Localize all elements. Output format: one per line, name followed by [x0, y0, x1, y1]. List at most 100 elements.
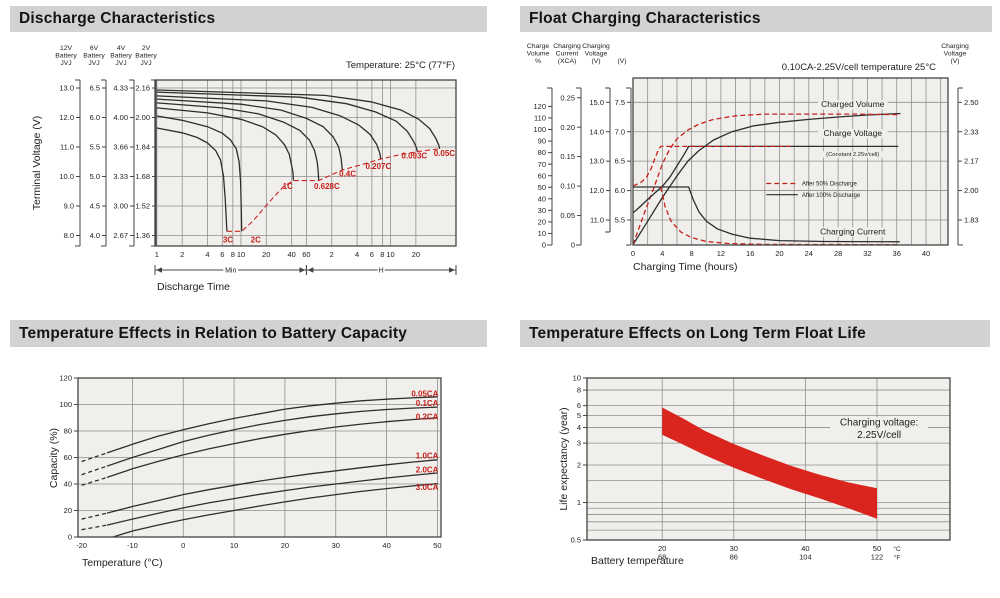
svg-text:JVJ: JVJ	[115, 60, 126, 67]
svg-text:JVJ: JVJ	[140, 60, 151, 67]
svg-text:120: 120	[533, 102, 546, 111]
svg-text:4V: 4V	[117, 45, 126, 52]
svg-text:100: 100	[59, 400, 72, 409]
svg-text:0.4C: 0.4C	[339, 170, 356, 179]
svg-text:0.05CA: 0.05CA	[411, 389, 438, 398]
svg-text:4: 4	[355, 250, 359, 259]
series-0.05CA	[106, 396, 438, 454]
svg-text:3.0CA: 3.0CA	[416, 483, 439, 492]
svg-text:5.0: 5.0	[90, 172, 100, 181]
svg-text:1.52: 1.52	[135, 202, 150, 211]
svg-text:120: 120	[59, 374, 72, 383]
series-charge-voltage-100pct	[632, 145, 899, 214]
svg-text:0: 0	[68, 533, 72, 542]
series-0.05CA	[81, 452, 108, 463]
svg-text:2.50: 2.50	[964, 98, 979, 107]
svg-text:7.5: 7.5	[615, 98, 625, 107]
svg-text:0: 0	[631, 249, 635, 258]
svg-text:H: H	[379, 268, 384, 275]
svg-text:3.00: 3.00	[113, 202, 128, 211]
svg-text:8: 8	[690, 249, 694, 258]
svg-text:Min: Min	[225, 268, 236, 275]
series-1.0CA	[106, 459, 438, 514]
svg-text:70: 70	[538, 160, 546, 169]
svg-text:9.0: 9.0	[64, 202, 74, 211]
svg-text:122: 122	[871, 553, 884, 562]
svg-text:50: 50	[873, 544, 881, 553]
svg-text:3.33: 3.33	[113, 172, 128, 181]
svg-text:104: 104	[799, 553, 812, 562]
svg-text:14.0: 14.0	[589, 127, 604, 136]
svg-text:12V: 12V	[60, 45, 73, 52]
svg-text:0.05: 0.05	[560, 211, 575, 220]
svg-text:Discharge Time: Discharge Time	[157, 281, 230, 293]
series-0.4C	[156, 98, 343, 171]
svg-text:60: 60	[64, 453, 72, 462]
svg-text:2.0CA: 2.0CA	[416, 465, 439, 474]
svg-text:0.15: 0.15	[560, 152, 575, 161]
svg-text:Charging Current: Charging Current	[820, 226, 886, 236]
svg-text:40: 40	[538, 194, 546, 203]
series-0.1CA	[81, 465, 108, 476]
svg-text:7.0: 7.0	[615, 127, 625, 136]
svg-text:6.0: 6.0	[615, 186, 625, 195]
svg-text:2.25V/cell: 2.25V/cell	[857, 430, 901, 441]
svg-text:°C: °C	[893, 545, 901, 553]
svg-text:6: 6	[577, 401, 581, 410]
svg-text:20: 20	[658, 544, 666, 553]
svg-text:-20: -20	[76, 541, 87, 550]
svg-text:4: 4	[205, 250, 209, 259]
svg-text:After 100% Discharge: After 100% Discharge	[802, 193, 861, 199]
svg-text:1.83: 1.83	[964, 216, 979, 225]
svg-text:4.0: 4.0	[90, 231, 100, 240]
svg-text:32: 32	[863, 249, 871, 258]
section-title-discharge: Discharge Characteristics	[19, 10, 216, 27]
svg-text:1.36: 1.36	[135, 231, 150, 240]
svg-text:Battery temperature: Battery temperature	[591, 555, 684, 567]
svg-text:JVJ: JVJ	[60, 60, 71, 67]
svg-text:0.1CA: 0.1CA	[416, 399, 439, 408]
svg-text:30: 30	[538, 206, 546, 215]
svg-text:20: 20	[64, 506, 72, 515]
svg-text:11.0: 11.0	[60, 143, 74, 152]
series-charged-volume-50pct	[632, 113, 901, 245]
svg-text:2.00: 2.00	[135, 113, 150, 122]
svg-text:-10: -10	[127, 541, 138, 550]
svg-text:6.5: 6.5	[90, 84, 100, 93]
svg-text:20: 20	[538, 218, 546, 227]
series-charging-current-100pct	[633, 186, 900, 243]
series-2C	[156, 115, 243, 232]
svg-text:0.20: 0.20	[560, 123, 575, 132]
svg-text:1C: 1C	[283, 182, 293, 191]
series-0.05C	[156, 89, 441, 149]
svg-text:Charge Voltage: Charge Voltage	[823, 128, 882, 138]
series-0.628C	[156, 102, 320, 181]
svg-text:8.0: 8.0	[64, 231, 74, 240]
svg-text:0.207C: 0.207C	[365, 162, 391, 171]
section-title-temp-capacity: Temperature Effects in Relation to Batte…	[19, 324, 408, 342]
series-0.1CA	[106, 406, 438, 467]
svg-text:2.67: 2.67	[113, 231, 128, 240]
chart-discharge-characteristics: 13.012.011.010.09.08.012VBatteryJVJ6.56.…	[31, 45, 457, 293]
section-title-float-life: Temperature Effects on Long Term Float L…	[529, 324, 867, 342]
svg-text:Battery: Battery	[110, 53, 132, 60]
series-0.093C	[156, 91, 419, 152]
svg-text:40: 40	[287, 250, 295, 259]
svg-text:80: 80	[64, 427, 72, 436]
svg-text:3: 3	[577, 439, 581, 448]
float-life-band	[662, 407, 877, 519]
section-header-temp-capacity: Temperature Effects in Relation to Batte…	[10, 320, 487, 347]
svg-text:2.17: 2.17	[964, 157, 979, 166]
svg-text:2C: 2C	[251, 236, 261, 245]
svg-text:4: 4	[660, 249, 664, 258]
svg-text:30: 30	[332, 541, 340, 550]
svg-text:15.0: 15.0	[589, 98, 604, 107]
svg-text:Charge: Charge	[527, 43, 550, 50]
svg-text:10.0: 10.0	[59, 172, 74, 181]
svg-text:2: 2	[180, 250, 184, 259]
svg-text:24: 24	[805, 249, 813, 258]
svg-text:20: 20	[775, 249, 783, 258]
svg-text:16: 16	[746, 249, 754, 258]
svg-text:90: 90	[538, 137, 546, 146]
